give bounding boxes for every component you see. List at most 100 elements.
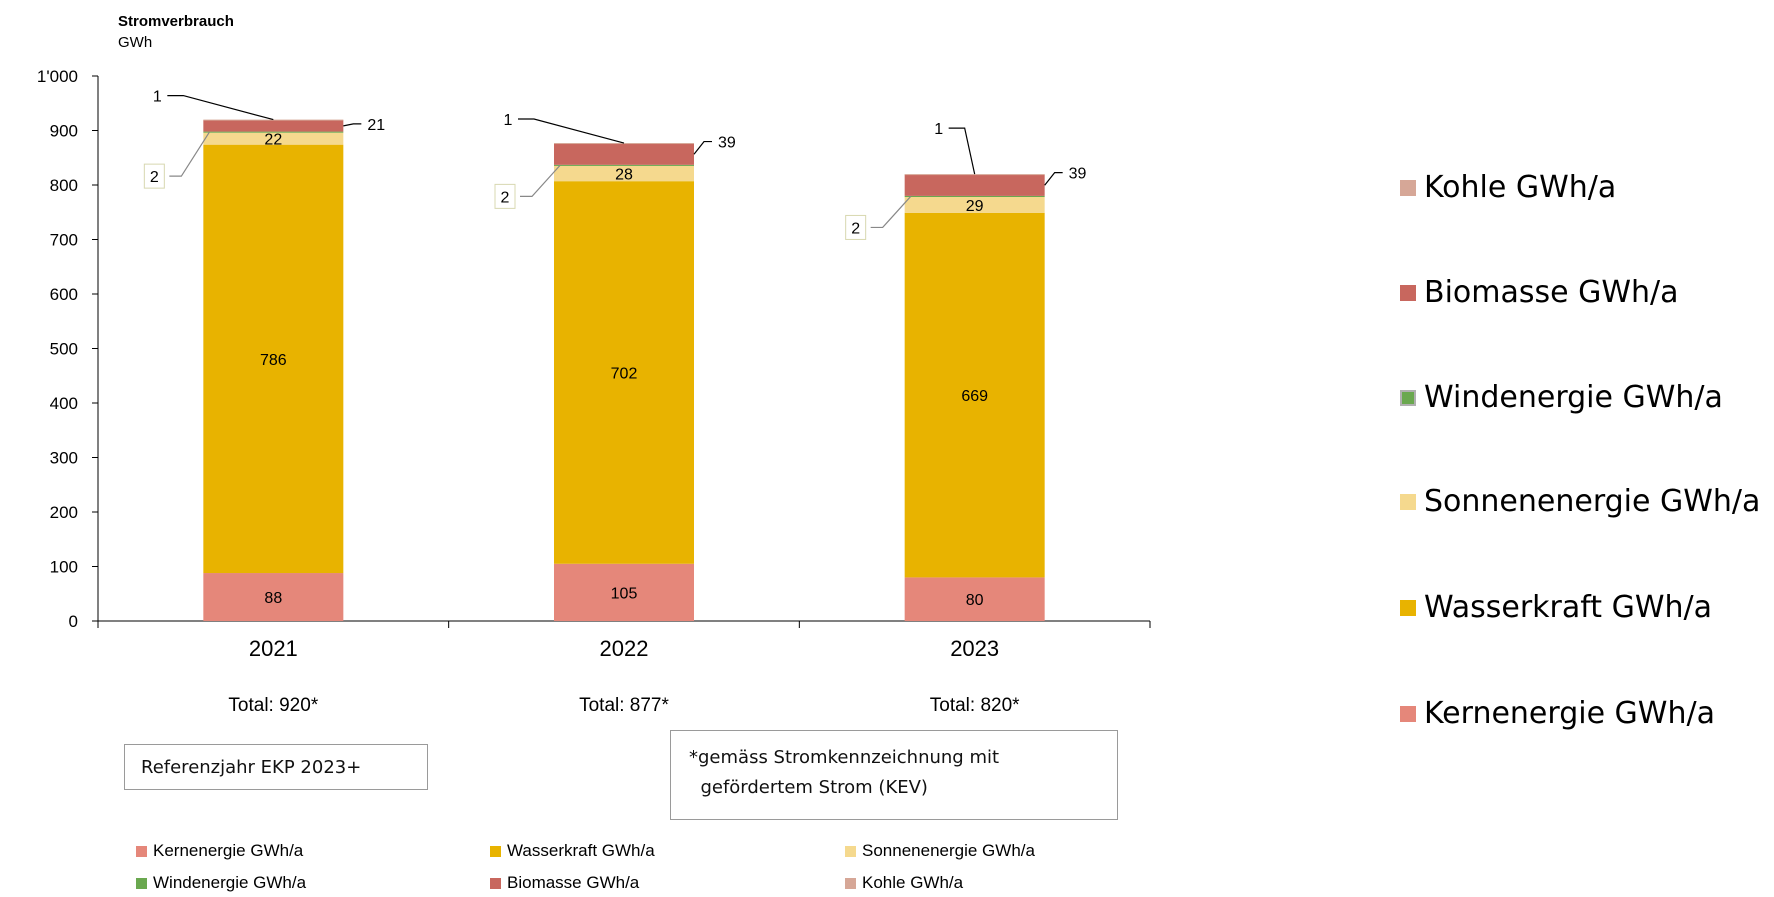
legend-label: Kohle GWh/a (1424, 170, 1617, 205)
chart-title: Stromverbrauch (118, 13, 234, 30)
data-label: 39 (1069, 166, 1087, 183)
data-label: 2 (501, 189, 510, 206)
data-label: 786 (260, 352, 287, 369)
legend-label: Kohle GWh/a (862, 873, 964, 892)
data-label: 1 (153, 89, 162, 106)
bar-segment (203, 573, 344, 621)
footnote-line-2: gefördertem Strom (KEV) (689, 777, 928, 798)
callout-line (1044, 172, 1063, 186)
bar-segment (904, 196, 1045, 213)
legend-item: Sonnenenergie GWh/a (1400, 484, 1760, 519)
legend-item: Kohle GWh/a (1400, 170, 1616, 205)
data-label: 702 (611, 365, 638, 382)
data-label: 39 (718, 135, 736, 152)
bar-segment (203, 131, 344, 133)
x-tick-label: 2023 (950, 636, 999, 661)
reference-year-text: Referenzjahr EKP 2023+ (141, 756, 362, 778)
bar-segment (203, 120, 344, 132)
legend-swatch (845, 877, 856, 889)
legend-swatch (136, 845, 147, 857)
data-label: 80 (966, 592, 984, 609)
legend-label: Biomasse GWh/a (1424, 275, 1679, 310)
bar-segment (904, 577, 1045, 621)
x-tick-label: 2021 (249, 636, 298, 661)
legend-item: Kernenergie GWh/a (136, 841, 303, 861)
legend-swatch (1400, 179, 1416, 196)
bar-segment (904, 212, 1045, 578)
legend-swatch (1400, 599, 1416, 616)
legend-swatch (490, 877, 501, 889)
bar-segment (554, 164, 694, 166)
y-axis-unit: GWh (118, 34, 152, 51)
data-label: 2 (851, 220, 860, 237)
legend-item: Windenergie GWh/a (136, 873, 306, 893)
y-tick-label: 800 (50, 176, 78, 195)
data-label: 2 (150, 169, 159, 186)
bars (203, 119, 1045, 621)
total-label: Total: 820* (930, 695, 1020, 716)
legend-item: Sonnenenergie GWh/a (845, 841, 1035, 861)
callout-line (169, 131, 210, 177)
legend-item: Wasserkraft GWh/a (490, 841, 655, 861)
data-label: 1 (934, 121, 943, 138)
callout-line (870, 196, 912, 229)
legend-label: Kernenergie GWh/a (153, 841, 304, 860)
bar-segment (554, 143, 694, 165)
y-tick-label: 900 (50, 122, 78, 141)
callout-line (343, 123, 362, 127)
callouts: 2 21 1 2 39 1 2 39 1 (143, 89, 1087, 240)
bar-segment (904, 174, 1045, 176)
legend-swatch (136, 877, 147, 889)
bar-segment (203, 144, 344, 574)
legend-label: Windenergie GWh/a (1424, 380, 1723, 415)
callout-line (693, 140, 712, 155)
y-tick-label: 0 (69, 612, 78, 631)
total-label: Total: 920* (228, 695, 318, 716)
legend-swatch (1400, 493, 1416, 510)
legend-swatch (1400, 705, 1416, 722)
footnote-box: *gemäss Stromkennzeichnung mit gefördert… (670, 730, 1118, 820)
x-axis: 2021 Total: 920* 2022 Total: 877* 2023 Total:… (97, 620, 1151, 716)
bar-segment (554, 181, 694, 564)
data-label: 28 (615, 167, 633, 184)
y-tick-label: 100 (50, 558, 78, 577)
legend-label: Sonnenenergie GWh/a (1424, 484, 1761, 519)
bar-segment (554, 165, 694, 182)
callout-line (167, 95, 274, 121)
legend-label: Windenergie GWh/a (153, 873, 307, 892)
callout-line (518, 118, 625, 144)
callout-line (520, 164, 561, 197)
legend-swatch (845, 845, 856, 857)
total-label: Total: 877* (579, 695, 669, 716)
legend-swatch (1400, 284, 1416, 301)
bar-segment (904, 174, 1045, 196)
bar-segment (203, 119, 344, 121)
legend-label: Biomasse GWh/a (507, 873, 640, 892)
y-tick-label: 700 (50, 231, 78, 250)
y-tick-label: 500 (50, 340, 78, 359)
data-label: 105 (611, 585, 638, 602)
data-label: 22 (264, 132, 282, 149)
data-label: 669 (961, 388, 988, 405)
legend-item: Wasserkraft GWh/a (1400, 590, 1712, 625)
legend-swatch (490, 845, 501, 857)
legend-item: Kohle GWh/a (845, 873, 963, 893)
y-axis: 0 100 200 300 400 500 600 700 800 900 1'000 (37, 67, 99, 631)
bar-segment (203, 132, 344, 145)
legend-item: Windenergie GWh/a (1400, 380, 1723, 415)
callout-line (948, 127, 976, 175)
bar-segment (554, 563, 694, 621)
legend-item: Biomasse GWh/a (1400, 275, 1679, 310)
legend-item: Biomasse GWh/a (490, 873, 639, 893)
y-tick-label: 1'000 (37, 67, 78, 86)
legend-item: Kernenergie GWh/a (1400, 696, 1715, 731)
data-label: 29 (966, 198, 984, 215)
legend-label: Sonnenenergie GWh/a (862, 841, 1035, 860)
y-tick-label: 300 (50, 449, 78, 468)
data-label: 1 (504, 112, 513, 129)
data-label: 21 (367, 117, 385, 134)
y-tick-label: 400 (50, 394, 78, 413)
legend-swatch (1400, 389, 1416, 406)
bar-segment (904, 195, 1045, 197)
